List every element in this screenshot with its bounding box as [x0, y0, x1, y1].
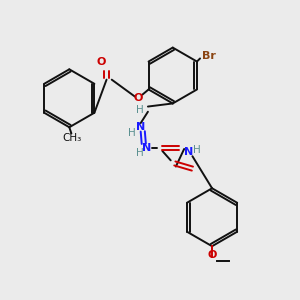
Text: H: H	[193, 145, 200, 155]
Text: N: N	[136, 122, 145, 132]
Text: Br: Br	[202, 51, 216, 62]
Text: CH₃: CH₃	[63, 133, 82, 142]
Text: H: H	[136, 148, 143, 158]
Text: H: H	[128, 128, 135, 138]
Text: N: N	[184, 147, 193, 157]
Text: H: H	[136, 105, 143, 115]
Text: O: O	[97, 57, 106, 67]
Text: O: O	[134, 93, 143, 103]
Text: O: O	[207, 250, 217, 260]
Text: N: N	[142, 143, 152, 153]
